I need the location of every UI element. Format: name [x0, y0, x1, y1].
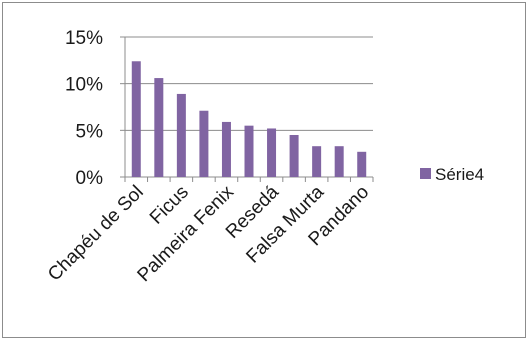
y-tick-label: 0%: [76, 168, 104, 189]
bar: [244, 125, 254, 177]
bar: [131, 61, 141, 178]
bar: [176, 93, 186, 177]
bar: [312, 146, 322, 177]
bar: [154, 78, 164, 177]
bar: [357, 151, 367, 177]
bars: [131, 61, 367, 178]
bar: [334, 146, 344, 177]
y-tick-labels: 0% 5% 10% 15%: [65, 28, 103, 189]
bar: [289, 135, 299, 177]
legend: Série4: [420, 165, 484, 184]
chart-frame: [2, 2, 526, 338]
y-tick-label: 15%: [65, 28, 103, 49]
bar: [221, 121, 231, 177]
y-tick-label: 10%: [65, 75, 103, 96]
legend-label: Série4: [435, 165, 484, 184]
legend-swatch: [420, 168, 431, 179]
bar: [267, 128, 277, 177]
x-category-label: Chapéu de Sol: [44, 182, 148, 286]
bar: [199, 110, 209, 177]
y-tick-label: 5%: [76, 121, 104, 142]
